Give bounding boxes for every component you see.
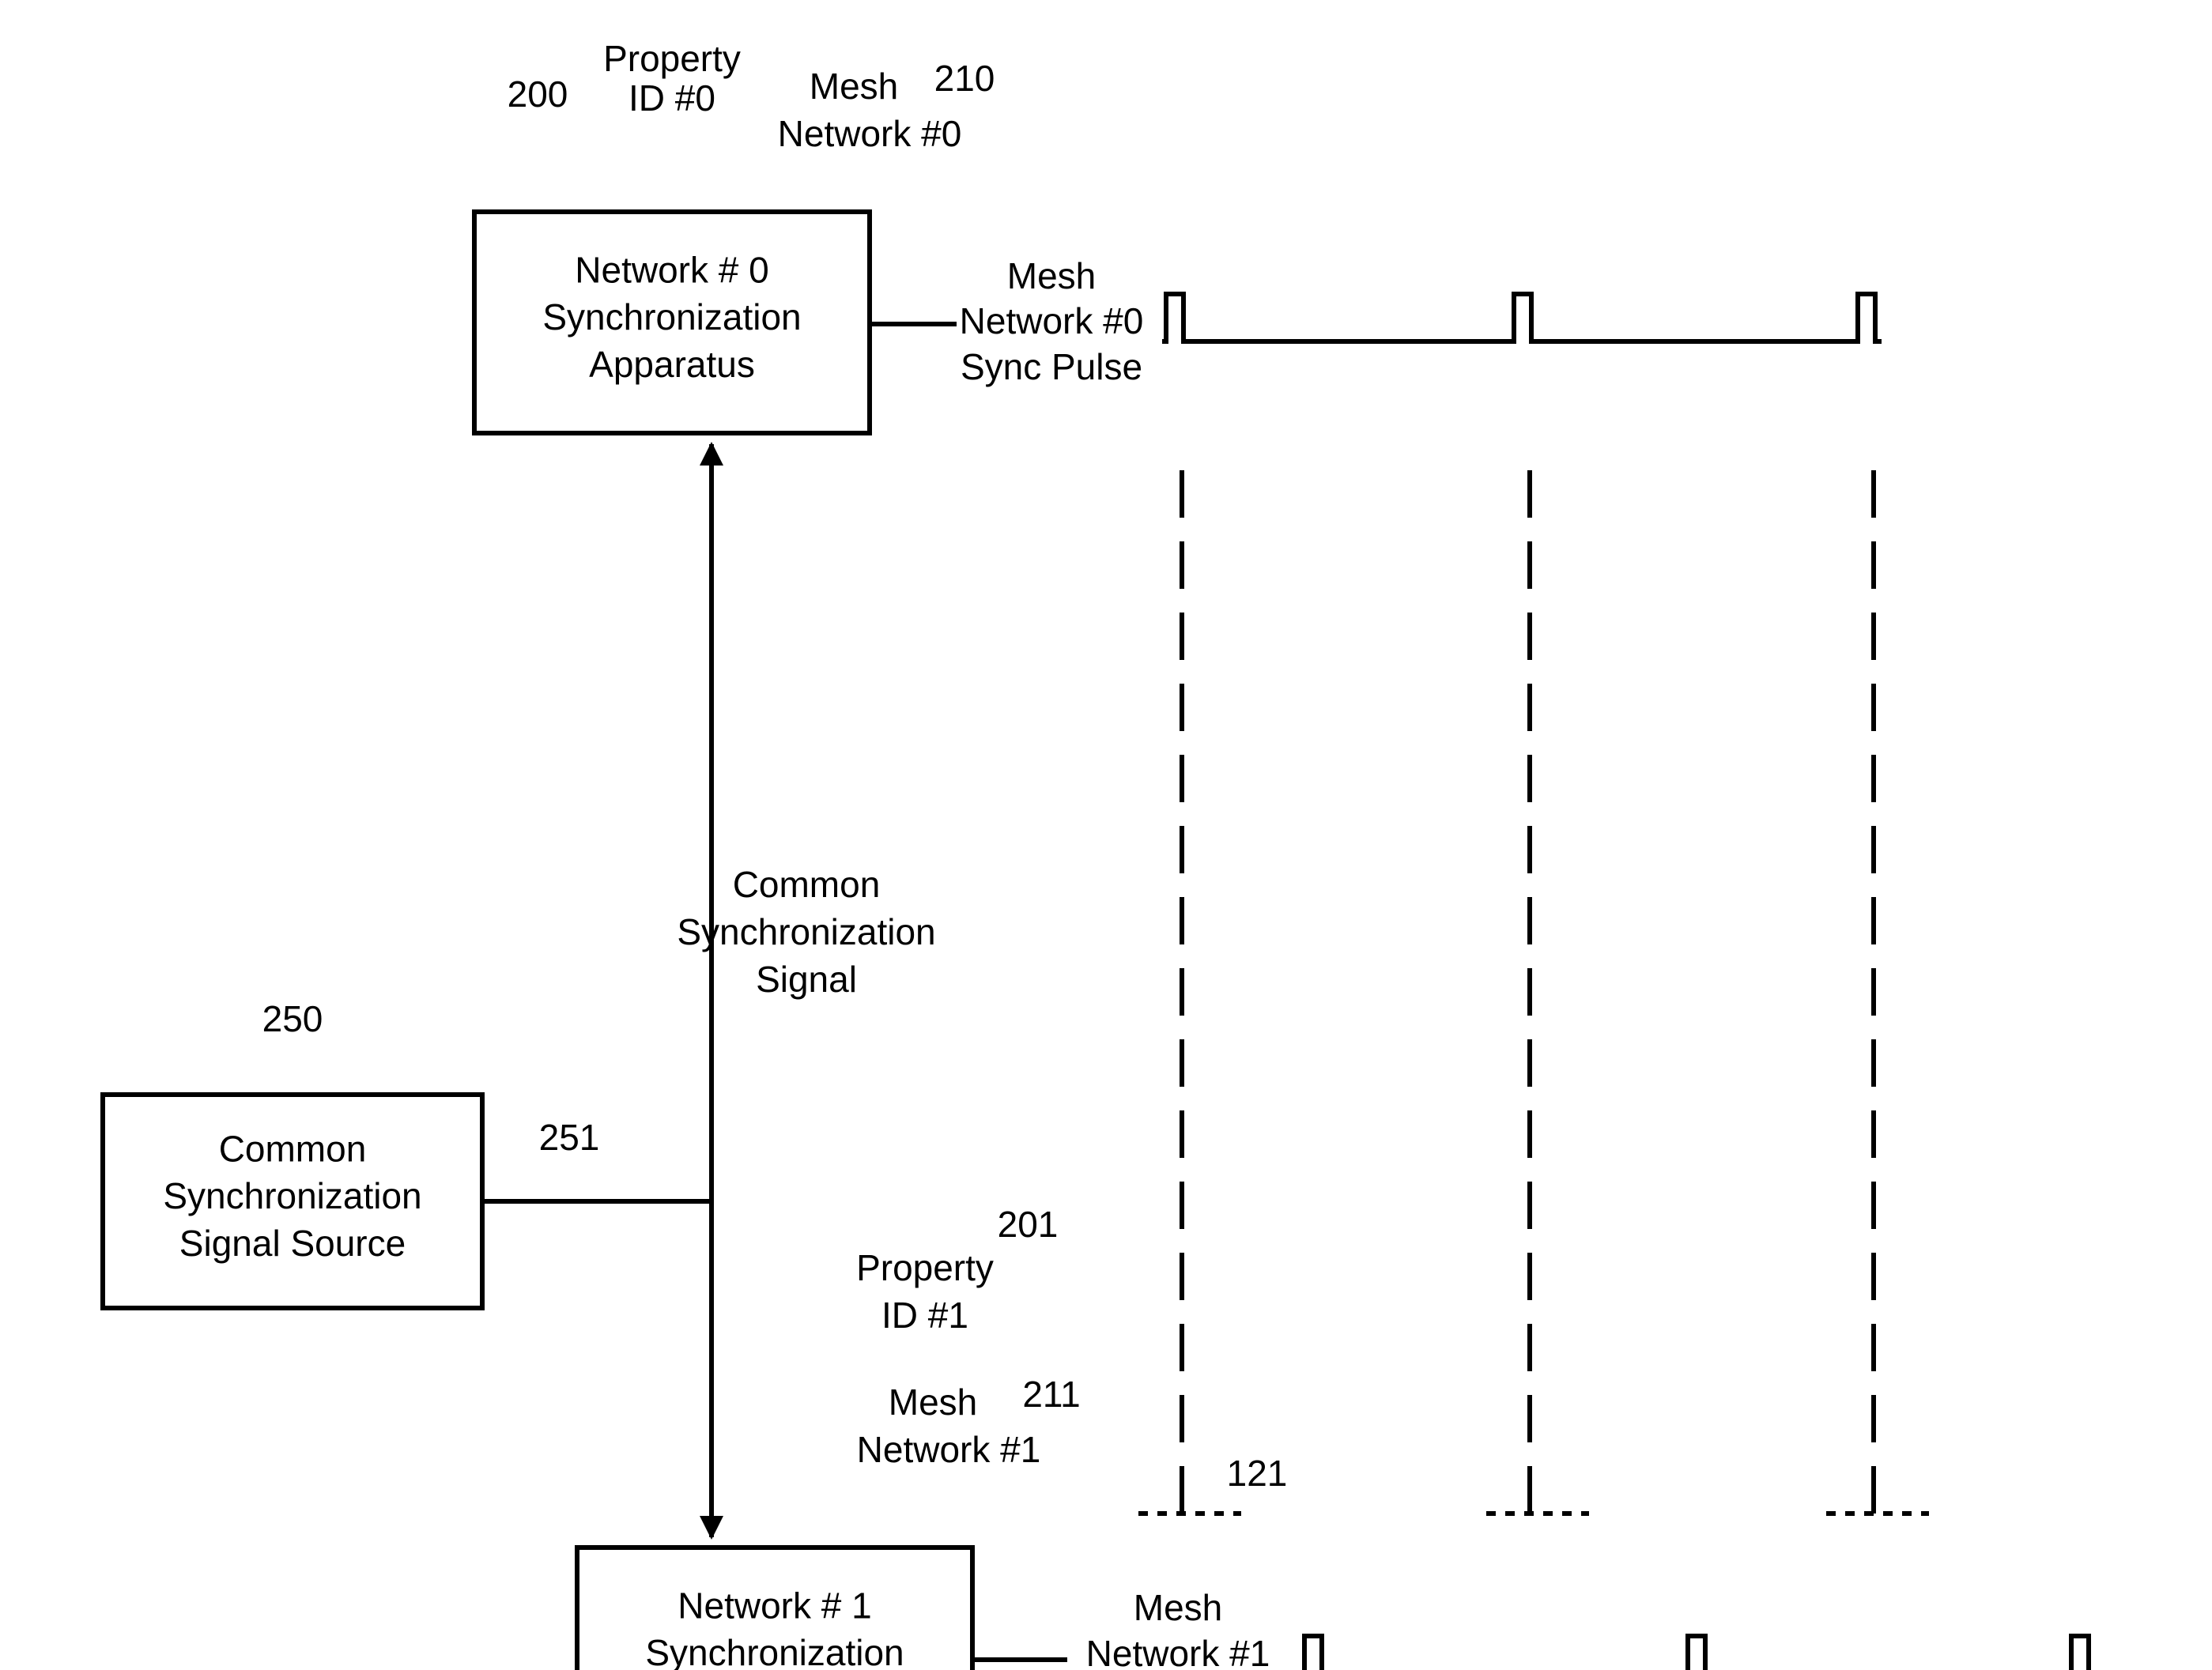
label-l211: 211 [1022, 1374, 1080, 1415]
label-mesh1_l1: Mesh [889, 1382, 977, 1423]
label-l251: 251 [539, 1117, 600, 1158]
label-mesh0p_l1: Mesh [1007, 255, 1096, 296]
pulse-net0 [1162, 294, 1882, 341]
box-net1: Network # 1SynchronizationApparatus [577, 1547, 972, 1670]
label-l250: 250 [262, 998, 323, 1039]
box-source-label-2: Signal Source [179, 1223, 406, 1264]
label-mesh1p_l1: Mesh [1134, 1587, 1222, 1628]
box-source: Common Synchronization Signal Source [103, 1095, 482, 1308]
label-propId1_l2: ID #1 [881, 1295, 968, 1336]
label-mesh0_l1: Mesh [810, 66, 898, 107]
label-mesh1p_l2: Network #1 [1086, 1633, 1270, 1670]
label-propId0_l2: ID #0 [628, 77, 715, 119]
box-net1-label-1: Synchronization [645, 1632, 904, 1670]
label-mesh0_l2: Network #0 [778, 113, 962, 154]
label-common_l3: Signal [756, 959, 857, 1000]
label-l121: 121 [1227, 1453, 1288, 1494]
label-mesh0p_l2: Network #0 [960, 300, 1144, 341]
box-net1-label-0: Network # 1 [678, 1585, 871, 1626]
pulse-net1 [1300, 1636, 2095, 1670]
label-common_l2: Synchronization [677, 911, 935, 952]
label-common_l1: Common [733, 864, 881, 905]
box-net0-label-0: Network # 0 [575, 249, 768, 290]
label-l210: 210 [934, 58, 995, 99]
label-l200: 200 [508, 74, 568, 115]
label-l201: 201 [998, 1204, 1059, 1245]
label-mesh1_l2: Network #1 [857, 1429, 1041, 1470]
box-net0-label-2: Apparatus [589, 344, 755, 385]
label-propId1_l1: Property [856, 1247, 994, 1288]
box-net0-label-1: Synchronization [542, 296, 801, 337]
box-source-label-1: Synchronization [163, 1175, 421, 1216]
label-propId0_l1: Property [603, 38, 741, 79]
box-source-label-0: Common [219, 1128, 367, 1169]
box-net0: Network # 0 Synchronization Apparatus [474, 212, 870, 433]
label-mesh0p_l3: Sync Pulse [961, 346, 1142, 387]
